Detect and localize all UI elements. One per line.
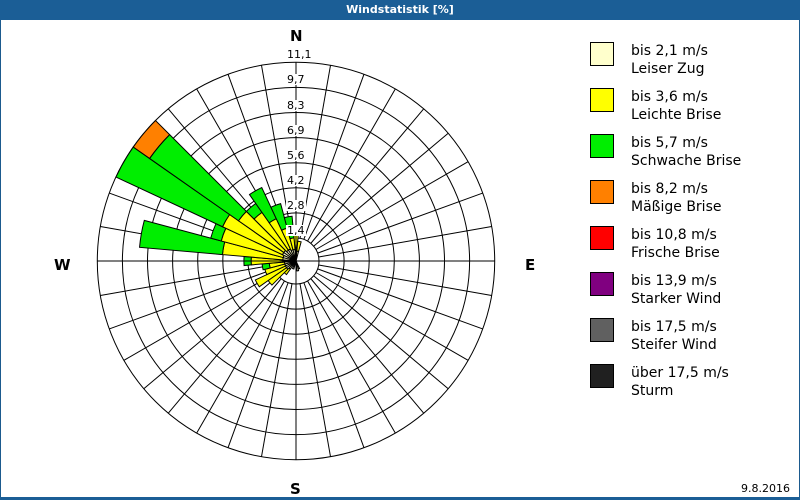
radial-tick-label: 5,6 bbox=[286, 148, 306, 162]
legend-swatch bbox=[590, 226, 614, 250]
radial-tick-label: 8,3 bbox=[286, 98, 306, 112]
radial-tick-label: 4,2 bbox=[286, 173, 306, 187]
legend-swatch bbox=[590, 134, 614, 158]
legend-swatch bbox=[590, 180, 614, 204]
compass-south: S bbox=[290, 480, 301, 498]
radial-tick-label: 1,4 bbox=[286, 224, 306, 237]
legend-swatch bbox=[590, 318, 614, 342]
date-label: 9.8.2016 bbox=[741, 482, 790, 495]
legend-swatch bbox=[590, 272, 614, 296]
radial-tick-label: 9,7 bbox=[286, 73, 306, 87]
radial-tick-label: 6,9 bbox=[286, 123, 306, 137]
legend-swatch bbox=[590, 42, 614, 66]
radial-tick-label: 11,1 bbox=[286, 48, 313, 62]
radial-tick-label: 2,8 bbox=[286, 198, 306, 212]
window-title: Windstatistik [%] bbox=[0, 0, 800, 20]
compass-east: E bbox=[525, 256, 536, 274]
legend-swatch bbox=[590, 364, 614, 388]
compass-west: W bbox=[54, 256, 71, 274]
compass-north: N bbox=[290, 27, 303, 45]
legend-swatch bbox=[590, 88, 614, 112]
bottom-border bbox=[0, 497, 800, 500]
